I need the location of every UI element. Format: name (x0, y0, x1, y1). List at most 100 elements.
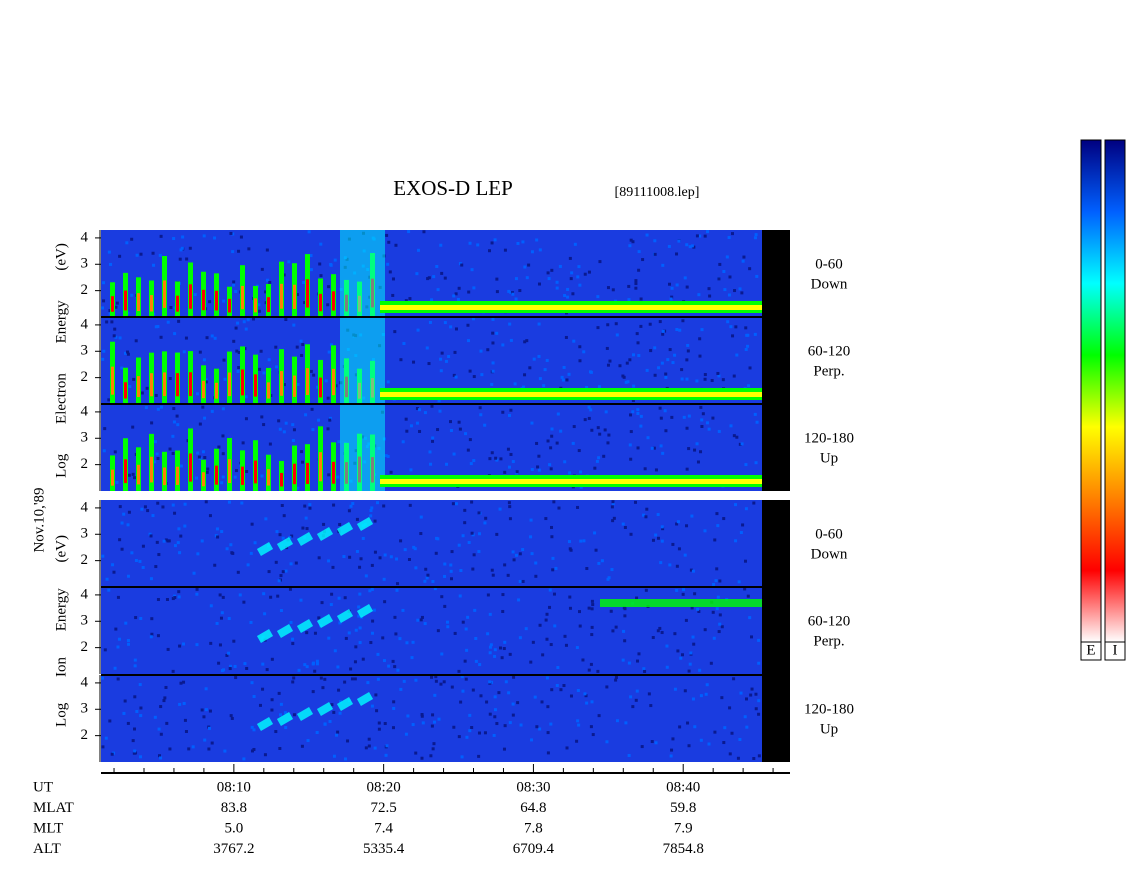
texture (197, 455, 201, 459)
texture (614, 675, 618, 679)
texture (150, 421, 154, 425)
texture (525, 276, 529, 280)
texture (671, 542, 675, 546)
burst (254, 460, 257, 484)
texture (614, 322, 618, 326)
texture (427, 276, 431, 280)
texture (677, 239, 681, 243)
burst (202, 472, 205, 487)
texture (343, 680, 347, 684)
orbit-row-label: UT (33, 779, 53, 795)
texture (590, 700, 594, 704)
texture (700, 418, 704, 422)
texture (699, 405, 703, 409)
texture (326, 427, 330, 431)
texture (320, 601, 324, 605)
texture (276, 594, 280, 598)
subpanel-label: 120-180 (804, 701, 854, 717)
texture (495, 532, 499, 536)
texture (699, 738, 703, 742)
texture (651, 538, 655, 542)
texture (264, 517, 268, 521)
texture (394, 243, 398, 247)
streak (256, 542, 274, 556)
texture (703, 377, 707, 381)
texture (654, 741, 658, 745)
texture (565, 746, 569, 750)
texture (113, 327, 117, 331)
texture (118, 336, 122, 340)
texture (367, 744, 371, 748)
texture (229, 714, 233, 718)
texture (333, 258, 337, 262)
texture (489, 643, 493, 647)
texture (634, 279, 638, 283)
texture (184, 336, 188, 340)
texture (426, 573, 430, 577)
texture (319, 242, 323, 246)
texture (232, 639, 236, 643)
texture (131, 739, 135, 743)
texture (658, 320, 662, 324)
texture (608, 359, 612, 363)
texture (385, 744, 389, 748)
texture (134, 616, 138, 620)
texture (301, 460, 305, 464)
texture (587, 270, 591, 274)
texture (156, 407, 160, 411)
texture (546, 271, 550, 275)
texture (637, 268, 641, 272)
texture (250, 522, 254, 526)
texture (376, 652, 380, 656)
texture (403, 548, 407, 552)
colorbar-label-box (1080, 641, 1102, 661)
texture (414, 751, 418, 755)
texture (474, 659, 478, 663)
texture (753, 236, 757, 240)
texture (490, 241, 494, 245)
texture (210, 741, 214, 745)
texture (587, 405, 591, 409)
texture (431, 436, 435, 440)
texture (605, 346, 609, 350)
texture (321, 686, 325, 690)
texture (401, 440, 405, 444)
texture (634, 500, 638, 504)
texture (149, 577, 153, 581)
burst (306, 368, 309, 396)
texture (471, 567, 475, 571)
texture (757, 638, 761, 642)
texture (204, 500, 208, 504)
texture (550, 427, 554, 431)
texture (396, 668, 400, 672)
texture (639, 324, 643, 328)
texture (204, 380, 208, 384)
texture (282, 383, 286, 387)
texture (499, 457, 503, 461)
texture (466, 323, 470, 327)
texture (327, 350, 331, 354)
texture (527, 263, 531, 267)
texture (621, 522, 625, 526)
texture (198, 422, 202, 426)
texture (172, 407, 176, 411)
subpanel-label: Down (811, 546, 848, 562)
burst (228, 459, 231, 484)
x-tick-label: 08:20 (367, 779, 401, 795)
texture (133, 658, 137, 662)
texture (743, 715, 747, 719)
texture (259, 349, 263, 353)
texture (658, 626, 662, 630)
texture (246, 563, 250, 567)
texture (159, 405, 163, 409)
texture (353, 660, 357, 664)
texture (563, 460, 567, 464)
texture (627, 753, 631, 757)
burst (241, 285, 244, 310)
texture (742, 255, 746, 259)
texture (668, 348, 672, 352)
texture (677, 547, 681, 551)
texture (635, 689, 639, 693)
texture (135, 709, 139, 713)
texture (501, 410, 505, 414)
